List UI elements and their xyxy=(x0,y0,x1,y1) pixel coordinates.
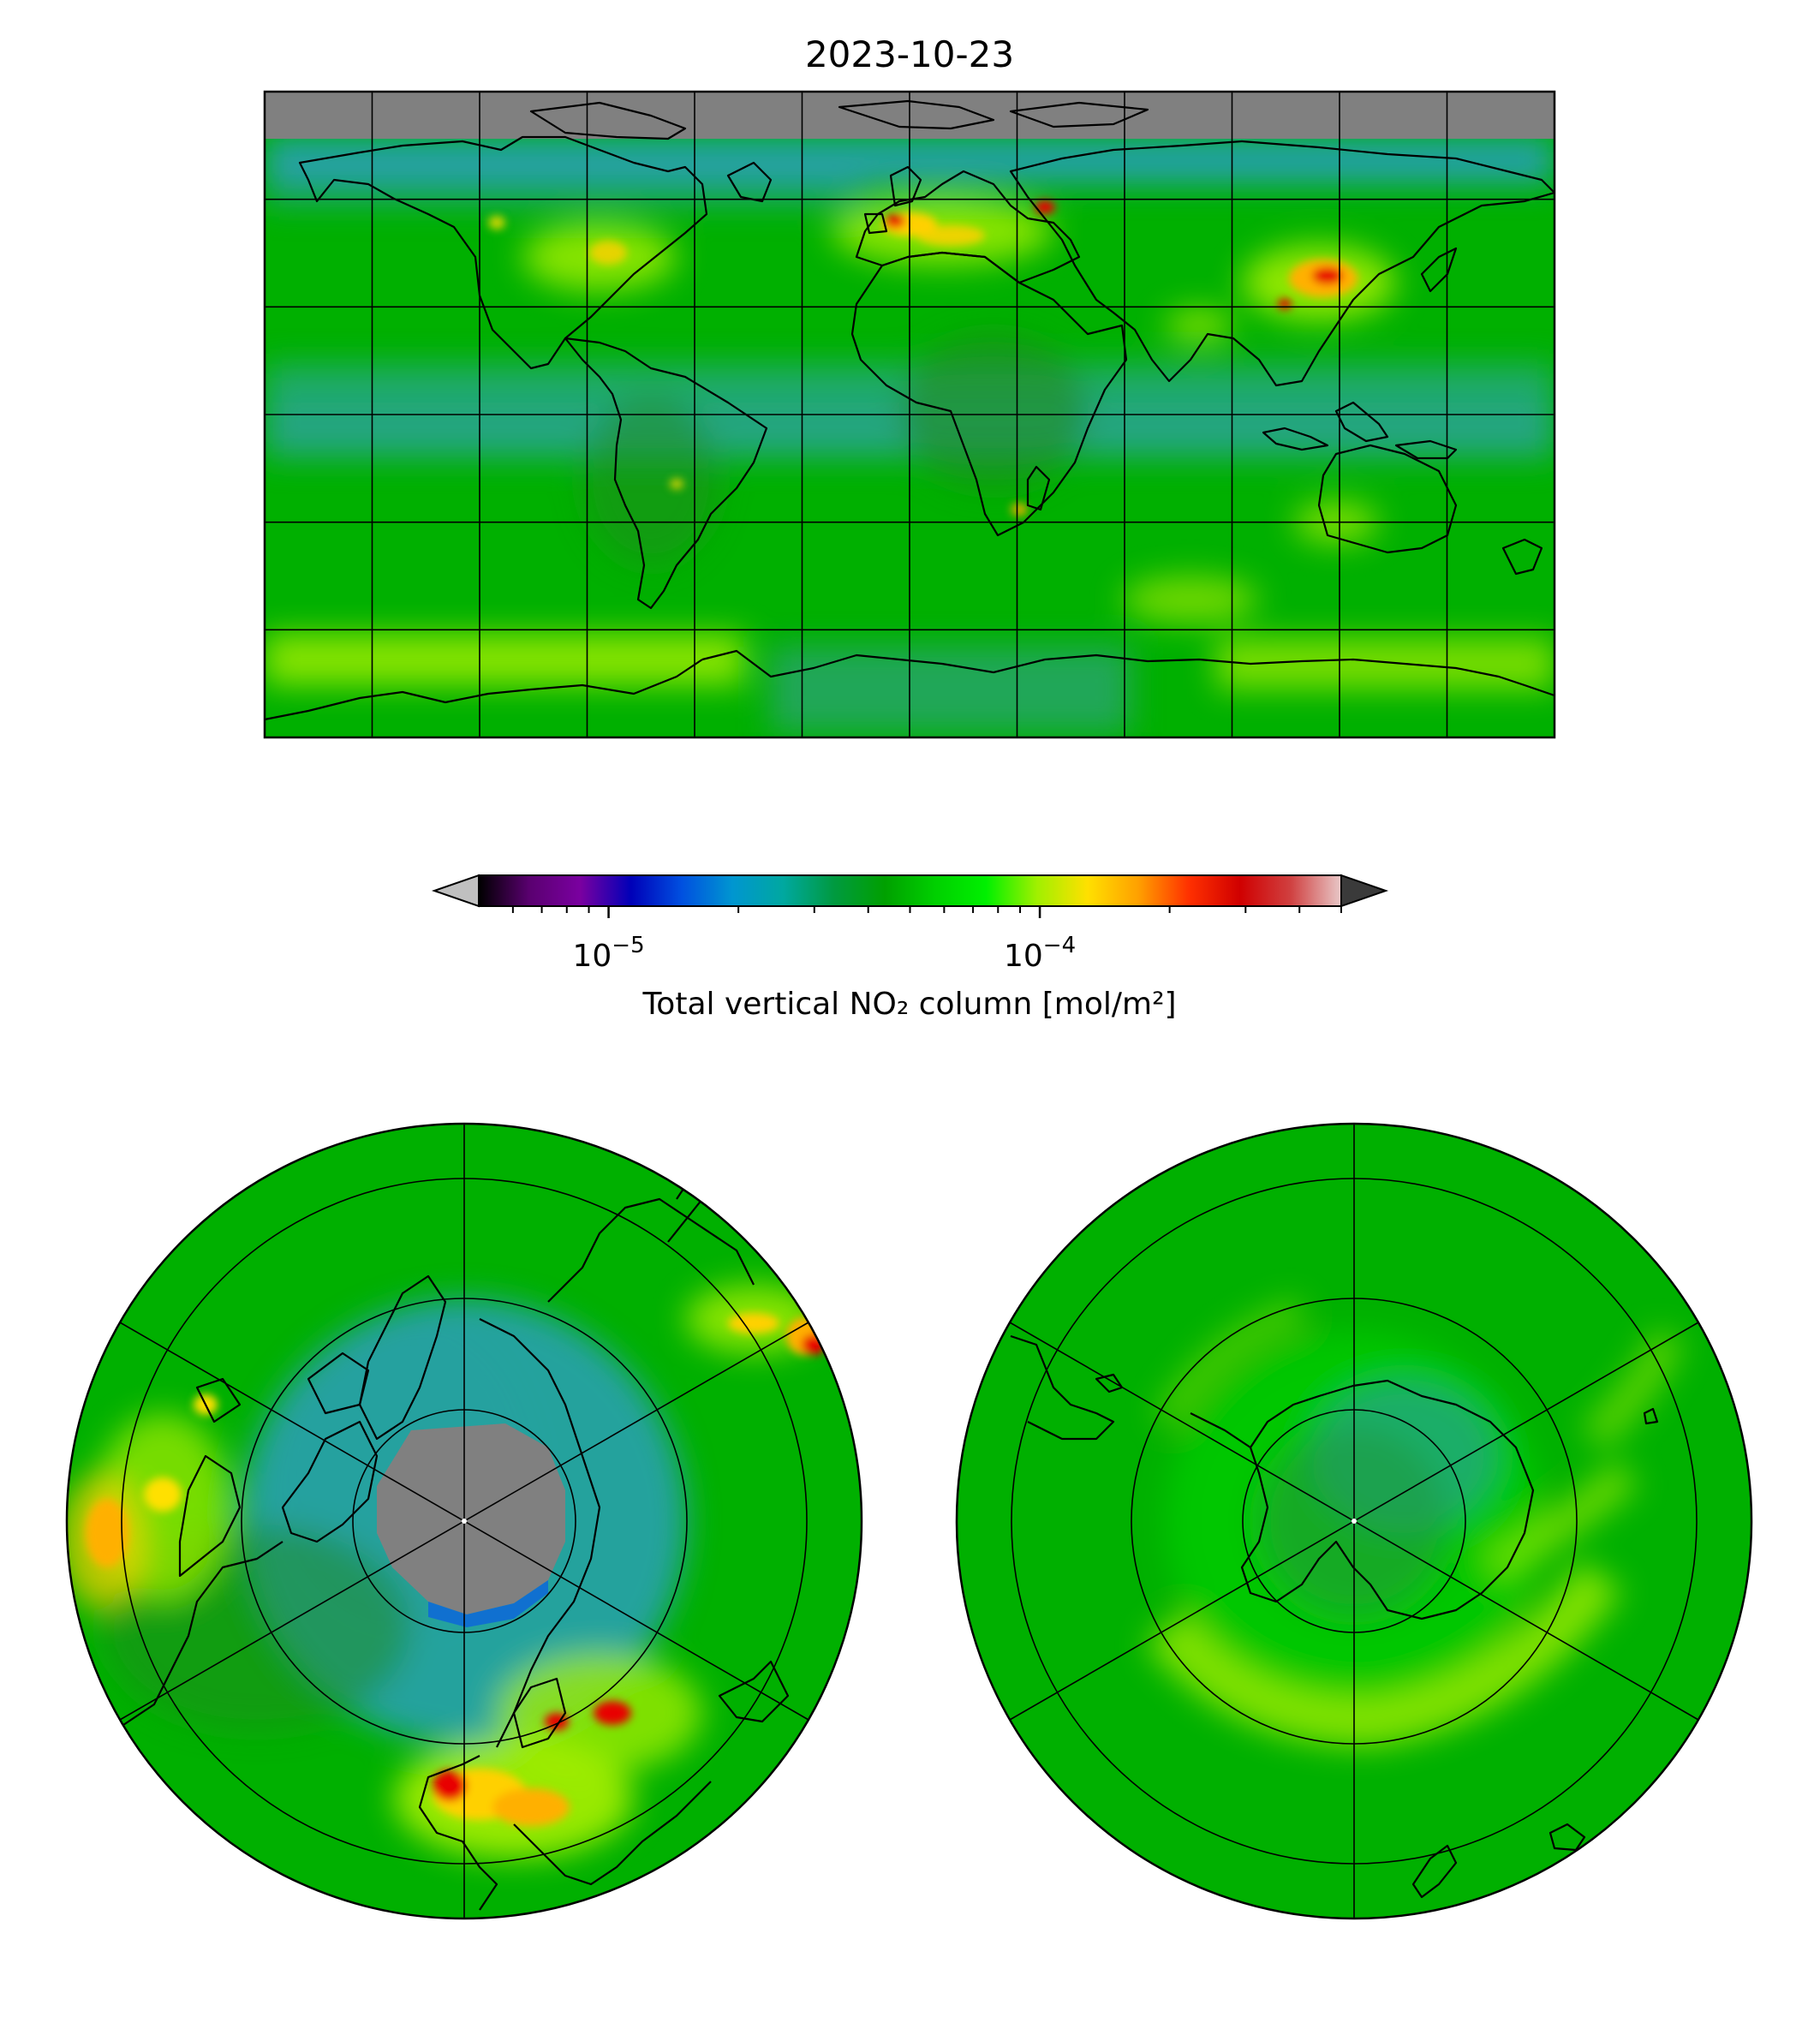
global-map-frame xyxy=(263,90,1556,739)
global-map xyxy=(263,90,1556,739)
south-polar-coastlines xyxy=(1010,1334,1659,1899)
colorbar: 10−5 10−4 Total vertical NO₂ column [mol… xyxy=(431,874,1389,1022)
global-gridlines xyxy=(265,92,1554,737)
north-polar-missing-data xyxy=(377,1423,565,1614)
south-polar-frame xyxy=(955,1122,1753,1920)
colorbar-major-ticks xyxy=(607,906,1041,918)
colorbar-bar xyxy=(478,874,1342,907)
south-polar-no2-field xyxy=(1144,1298,1686,1748)
south-polar-map xyxy=(955,1122,1753,1920)
colorbar-under-extension xyxy=(431,874,480,908)
colorbar-minor-ticks xyxy=(511,906,1342,913)
colorbar-ticklabel-1e-4: 10−4 xyxy=(1004,933,1076,974)
north-polar-map xyxy=(65,1122,863,1920)
figure-title: 2023-10-23 xyxy=(805,33,1014,75)
colorbar-ticklabel-1e-5: 10−5 xyxy=(572,933,644,974)
colorbar-over-extension xyxy=(1340,874,1389,908)
global-hotspots xyxy=(488,200,1358,516)
colorbar-label: Total vertical NO₂ column [mol/m²] xyxy=(641,987,1176,1022)
north-polar-frame xyxy=(65,1122,863,1920)
